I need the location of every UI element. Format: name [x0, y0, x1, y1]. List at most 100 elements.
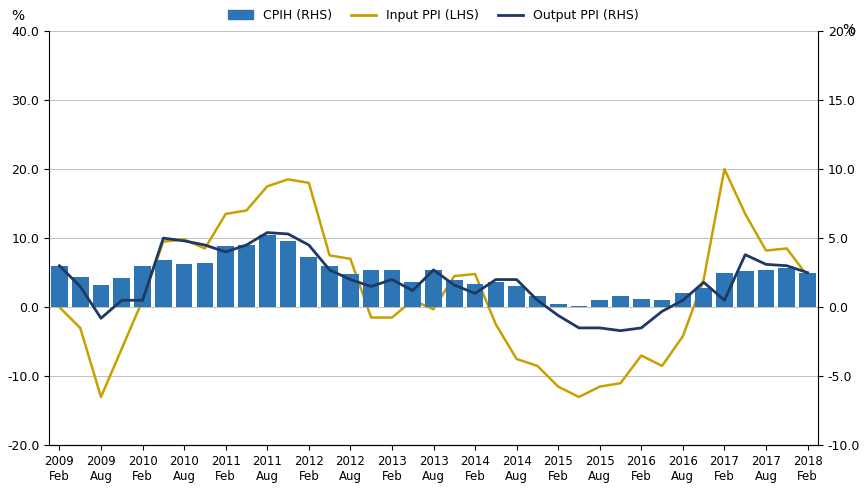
Y-axis label: %: % — [842, 23, 855, 37]
Bar — [716, 272, 733, 307]
Output PPI (RHS) — [449, 282, 460, 288]
Bar — [612, 296, 629, 307]
Input PPI (LHS) — [241, 208, 251, 214]
Output PPI (RHS) — [407, 288, 418, 294]
Bar — [238, 245, 255, 307]
Bar — [487, 282, 504, 307]
Bar — [695, 288, 712, 307]
Bar — [446, 280, 463, 307]
Input PPI (LHS) — [179, 237, 189, 243]
Bar — [737, 271, 753, 307]
Input PPI (LHS) — [303, 180, 314, 186]
Output PPI (RHS) — [75, 284, 86, 290]
Bar — [363, 270, 380, 307]
Bar — [758, 270, 774, 307]
Input PPI (LHS) — [636, 353, 647, 359]
Output PPI (RHS) — [220, 249, 231, 255]
Bar — [197, 263, 213, 307]
Legend: CPIH (RHS), Input PPI (LHS), Output PPI (RHS): CPIH (RHS), Input PPI (LHS), Output PPI … — [224, 4, 643, 27]
Bar — [383, 270, 401, 307]
Output PPI (RHS) — [616, 328, 626, 334]
Input PPI (LHS) — [616, 380, 626, 386]
Bar — [404, 282, 421, 307]
Input PPI (LHS) — [137, 297, 147, 303]
Input PPI (LHS) — [324, 252, 335, 258]
Input PPI (LHS) — [116, 345, 127, 351]
Output PPI (RHS) — [595, 325, 605, 331]
Input PPI (LHS) — [470, 271, 480, 277]
Input PPI (LHS) — [199, 245, 210, 251]
Bar — [779, 269, 795, 307]
Input PPI (LHS) — [595, 384, 605, 390]
Bar — [550, 304, 566, 307]
Bar — [93, 285, 109, 307]
Bar — [301, 257, 317, 307]
Input PPI (LHS) — [781, 245, 792, 251]
Output PPI (RHS) — [158, 235, 168, 241]
Bar — [72, 277, 88, 307]
Output PPI (RHS) — [761, 261, 772, 267]
Input PPI (LHS) — [553, 384, 564, 390]
Output PPI (RHS) — [428, 267, 439, 273]
Output PPI (RHS) — [720, 297, 730, 303]
Output PPI (RHS) — [657, 308, 668, 314]
Bar — [799, 272, 816, 307]
Bar — [280, 241, 297, 307]
Output PPI (RHS) — [699, 279, 709, 285]
Output PPI (RHS) — [678, 297, 688, 303]
Output PPI (RHS) — [636, 325, 647, 331]
Input PPI (LHS) — [75, 325, 86, 331]
Output PPI (RHS) — [345, 277, 355, 283]
Output PPI (RHS) — [366, 284, 376, 290]
Bar — [218, 246, 234, 307]
Output PPI (RHS) — [324, 267, 335, 273]
Bar — [134, 266, 151, 307]
Bar — [425, 270, 442, 307]
Bar — [114, 278, 130, 307]
Input PPI (LHS) — [532, 363, 543, 369]
Y-axis label: %: % — [12, 9, 25, 23]
Input PPI (LHS) — [761, 247, 772, 253]
Input PPI (LHS) — [449, 273, 460, 279]
Output PPI (RHS) — [116, 297, 127, 303]
Bar — [466, 284, 484, 307]
Input PPI (LHS) — [802, 273, 812, 279]
Input PPI (LHS) — [158, 239, 168, 245]
Bar — [508, 287, 525, 307]
Bar — [51, 266, 68, 307]
Output PPI (RHS) — [199, 242, 210, 248]
Output PPI (RHS) — [55, 263, 65, 269]
Output PPI (RHS) — [574, 325, 584, 331]
Bar — [570, 306, 587, 307]
Input PPI (LHS) — [720, 166, 730, 172]
Output PPI (RHS) — [283, 231, 293, 237]
Output PPI (RHS) — [137, 297, 147, 303]
Bar — [675, 294, 691, 307]
Bar — [342, 274, 359, 307]
Output PPI (RHS) — [781, 263, 792, 269]
Input PPI (LHS) — [699, 277, 709, 283]
Line: Output PPI (RHS): Output PPI (RHS) — [60, 233, 807, 331]
Input PPI (LHS) — [55, 304, 65, 310]
Output PPI (RHS) — [553, 313, 564, 318]
Output PPI (RHS) — [262, 230, 272, 236]
Output PPI (RHS) — [241, 242, 251, 248]
Bar — [633, 299, 649, 307]
Input PPI (LHS) — [678, 333, 688, 339]
Bar — [654, 300, 670, 307]
Output PPI (RHS) — [740, 252, 751, 258]
Input PPI (LHS) — [283, 176, 293, 182]
Bar — [591, 300, 608, 307]
Bar — [176, 264, 192, 307]
Output PPI (RHS) — [387, 277, 397, 283]
Input PPI (LHS) — [95, 394, 106, 400]
Input PPI (LHS) — [220, 211, 231, 217]
Input PPI (LHS) — [345, 256, 355, 262]
Bar — [529, 296, 545, 307]
Input PPI (LHS) — [366, 315, 376, 320]
Output PPI (RHS) — [470, 291, 480, 296]
Output PPI (RHS) — [491, 277, 501, 283]
Output PPI (RHS) — [532, 297, 543, 303]
Bar — [322, 266, 338, 307]
Input PPI (LHS) — [428, 306, 439, 312]
